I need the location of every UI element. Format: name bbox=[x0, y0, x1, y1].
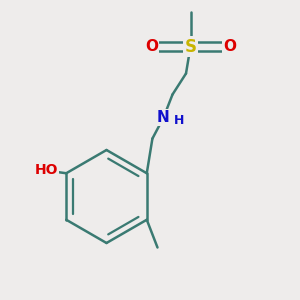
Text: O: O bbox=[223, 39, 236, 54]
Text: N: N bbox=[157, 110, 170, 125]
Text: H: H bbox=[174, 113, 184, 127]
Text: O: O bbox=[145, 39, 158, 54]
Text: S: S bbox=[184, 38, 196, 56]
Text: HO: HO bbox=[35, 163, 58, 176]
